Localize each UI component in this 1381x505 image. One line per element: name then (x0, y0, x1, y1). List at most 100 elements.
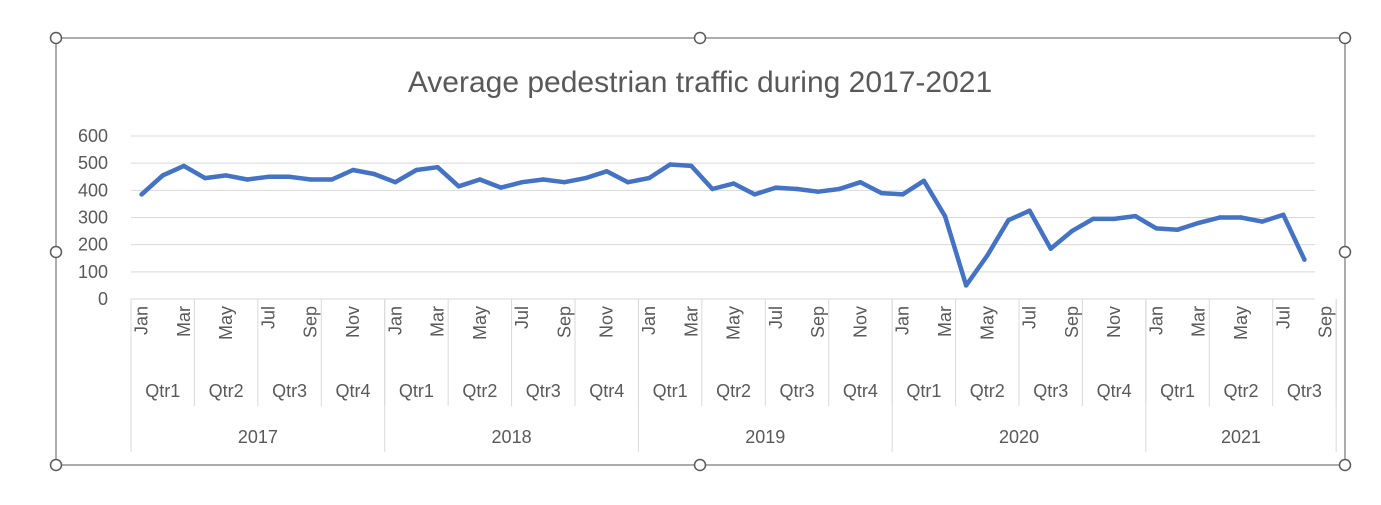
data-point[interactable] (1302, 257, 1307, 262)
data-point[interactable] (963, 283, 969, 288)
x-tick-label-month: May (216, 306, 236, 340)
data-point[interactable] (1090, 216, 1096, 222)
series-line[interactable] (139, 162, 1307, 288)
x-tick-label-year: 2019 (745, 427, 785, 447)
x-tick-label-month: Sep (808, 306, 828, 338)
data-point[interactable] (1133, 213, 1138, 219)
x-tick-label-quarter: Qtr2 (462, 381, 497, 401)
data-point[interactable] (160, 173, 165, 178)
x-tick-label-month: May (470, 306, 490, 340)
data-point[interactable] (1154, 226, 1159, 231)
data-point[interactable] (942, 213, 948, 219)
data-point[interactable] (1196, 220, 1201, 226)
data-point[interactable] (710, 186, 715, 192)
data-point[interactable] (1281, 212, 1286, 217)
resize-handles[interactable] (49, 31, 1352, 472)
data-point[interactable] (287, 174, 292, 179)
data-point[interactable] (139, 192, 144, 197)
x-tick-label-month: Mar (174, 306, 194, 337)
chart-title[interactable]: Average pedestrian traffic during 2017-2… (408, 66, 992, 99)
x-tick-label-quarter: Qtr1 (399, 381, 434, 401)
chart-area-border (55, 37, 1346, 466)
data-point[interactable] (1027, 208, 1032, 213)
resize-handle-bottom-right[interactable] (1338, 458, 1352, 472)
data-point[interactable] (266, 174, 271, 179)
resize-handle-top-middle[interactable] (693, 31, 707, 45)
data-point[interactable] (435, 165, 440, 170)
data-point[interactable] (646, 175, 652, 181)
x-tick-label-month: Sep (1062, 306, 1082, 338)
data-point[interactable] (541, 177, 546, 182)
resize-handle-top-right[interactable] (1338, 31, 1352, 45)
data-point[interactable] (752, 192, 757, 197)
plot-series[interactable] (139, 162, 1307, 288)
data-point[interactable] (794, 186, 800, 192)
x-tick-label-year: 2021 (1221, 427, 1261, 447)
data-point[interactable] (879, 190, 884, 196)
data-point[interactable] (1111, 216, 1117, 222)
data-point[interactable] (414, 167, 419, 173)
x-tick-label-quarter: Qtr1 (653, 381, 688, 401)
data-point[interactable] (667, 162, 673, 167)
data-point[interactable] (245, 177, 250, 182)
data-point[interactable] (731, 181, 736, 186)
data-point[interactable] (562, 180, 567, 185)
data-point[interactable] (1175, 227, 1180, 232)
x-tick-label-month: Mar (1189, 306, 1209, 337)
x-tick-label-month: May (724, 306, 744, 340)
data-point[interactable] (815, 189, 821, 194)
x-tick-label-month: Jan (1146, 306, 1166, 335)
x-tick-label-month: Nov (343, 306, 363, 338)
data-point[interactable] (689, 163, 694, 169)
data-point[interactable] (1259, 219, 1265, 224)
x-tick-label-quarter: Qtr3 (1033, 381, 1068, 401)
data-point[interactable] (519, 180, 525, 185)
data-point[interactable] (477, 177, 483, 182)
x-tick-label-month: Nov (1104, 306, 1124, 338)
resize-handle-bottom-left[interactable] (49, 458, 63, 472)
x-tick-label-month: Mar (935, 306, 955, 337)
data-point[interactable] (1069, 228, 1075, 234)
data-point[interactable] (900, 192, 905, 197)
data-point[interactable] (583, 175, 588, 181)
x-tick-label-year: 2020 (999, 427, 1039, 447)
data-point[interactable] (1048, 246, 1053, 251)
data-point[interactable] (329, 177, 335, 182)
y-tick-label: 300 (78, 208, 108, 228)
resize-handle-bottom-middle[interactable] (693, 458, 707, 472)
x-tick-label-month: Mar (681, 306, 701, 337)
x-tick-label-quarter: Qtr3 (526, 381, 561, 401)
resize-handle-top-left[interactable] (49, 31, 63, 45)
data-point[interactable] (371, 171, 377, 177)
data-point[interactable] (181, 163, 187, 169)
data-point[interactable] (858, 180, 863, 185)
x-tick-label-quarter: Qtr3 (779, 381, 814, 401)
resize-handle-middle-left[interactable] (49, 245, 63, 259)
data-point[interactable] (202, 175, 208, 181)
data-point[interactable] (773, 185, 779, 190)
data-point[interactable] (393, 180, 398, 185)
resize-handle-middle-right[interactable] (1338, 245, 1352, 259)
x-tick-label-month: Sep (554, 306, 574, 338)
data-point[interactable] (921, 178, 927, 183)
x-tick-label-month: Jan (893, 306, 913, 335)
y-tick-label: 600 (78, 126, 108, 146)
data-point[interactable] (498, 185, 504, 190)
y-tick-label: 400 (78, 180, 108, 200)
y-tick-label: 100 (78, 262, 108, 282)
data-point[interactable] (625, 180, 631, 185)
data-point[interactable] (1006, 218, 1011, 223)
data-point[interactable] (1217, 215, 1223, 220)
data-point[interactable] (308, 177, 313, 182)
x-tick-label-month: Nov (850, 306, 870, 338)
data-point[interactable] (604, 169, 609, 174)
data-point[interactable] (456, 184, 461, 189)
data-point[interactable] (1238, 215, 1244, 220)
x-tick-label-quarter: Qtr1 (145, 381, 180, 401)
x-tick-label-month: May (1231, 306, 1251, 340)
gridlines (131, 135, 1315, 300)
data-point[interactable] (350, 167, 356, 173)
data-point[interactable] (837, 186, 842, 192)
data-point[interactable] (223, 173, 229, 178)
data-point[interactable] (985, 253, 990, 258)
